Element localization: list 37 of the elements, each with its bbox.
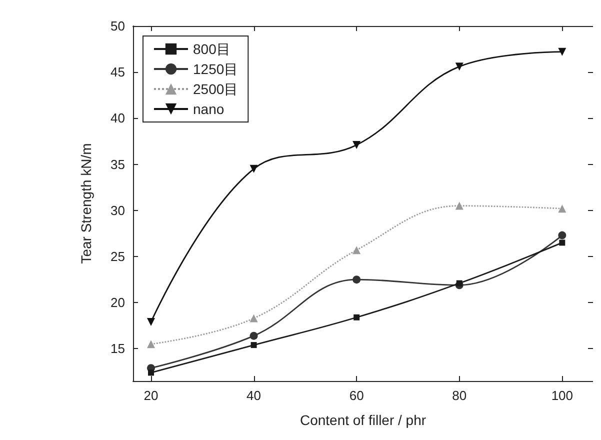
legend-label: 2500目: [193, 81, 238, 97]
x-tick-label: 20: [144, 388, 158, 403]
point: [146, 318, 155, 326]
legend-label: 800目: [193, 41, 230, 57]
point: [558, 231, 566, 240]
y-tick-label: 35: [110, 156, 125, 172]
point: [250, 314, 258, 322]
point: [354, 314, 360, 320]
point: [352, 276, 361, 284]
y-tick-label: 30: [110, 202, 125, 218]
point: [250, 332, 258, 340]
point: [250, 164, 258, 173]
point: [455, 62, 464, 71]
legend-label: nano: [193, 101, 224, 117]
point: [352, 246, 361, 254]
point: [558, 48, 566, 56]
point: [456, 280, 462, 286]
legend-label: 1250目: [193, 61, 238, 77]
point: [250, 342, 257, 348]
point: [455, 202, 464, 210]
y-tick-label: 20: [110, 295, 125, 310]
x-tick-label: 100: [551, 388, 574, 403]
y-tick-label: 15: [110, 341, 125, 356]
point: [558, 204, 566, 213]
x-tick-label: 60: [349, 388, 364, 403]
y-tick-label: 25: [110, 249, 125, 264]
point: [352, 140, 361, 149]
y-tick-label: 45: [110, 64, 125, 80]
x-tick-label: 80: [452, 388, 467, 403]
point: [148, 370, 154, 376]
y-tick-label: 40: [110, 110, 125, 126]
x-tick-label: 40: [246, 388, 262, 403]
y-axis-title: Tear Strength kN/m: [78, 143, 94, 264]
point: [559, 240, 566, 246]
y-tick-label: 50: [110, 18, 125, 34]
point: [146, 340, 155, 348]
x-axis-title: Content of filler / phr: [300, 412, 426, 428]
